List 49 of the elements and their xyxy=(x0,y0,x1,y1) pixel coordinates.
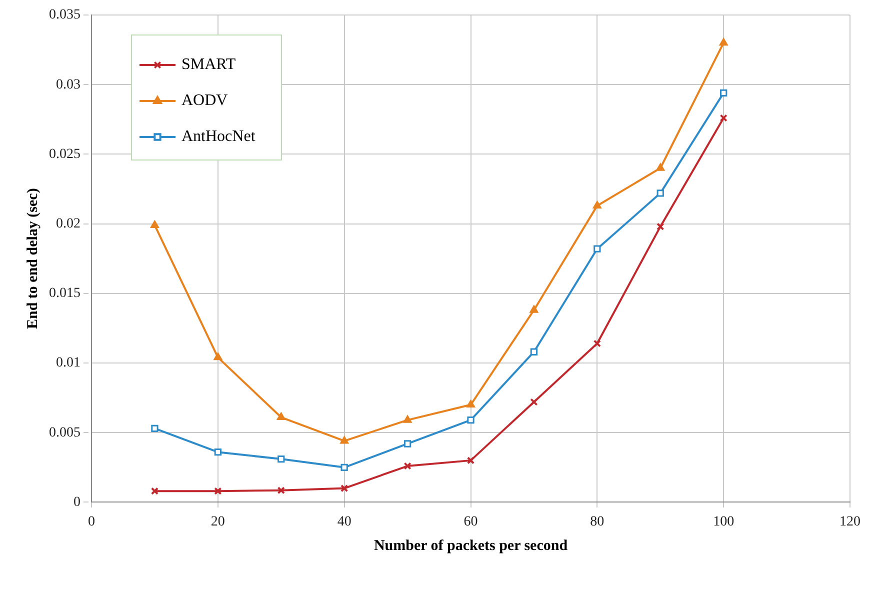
point xyxy=(150,220,159,228)
point xyxy=(214,352,222,360)
x-tick-label: 60 xyxy=(464,514,478,530)
point xyxy=(150,487,159,495)
point xyxy=(278,455,285,463)
point xyxy=(276,412,286,420)
x-tick-label: 0 xyxy=(88,514,95,530)
point xyxy=(530,348,538,356)
point xyxy=(466,400,475,408)
legend-label: AODV xyxy=(182,92,228,110)
y-tick-label: 0.035 xyxy=(49,8,80,23)
point xyxy=(719,38,728,46)
point xyxy=(277,486,285,494)
point xyxy=(151,424,158,432)
y-tick-label: 0.005 xyxy=(49,425,80,440)
x-tick-label: 40 xyxy=(337,514,352,530)
point xyxy=(594,245,601,252)
point xyxy=(340,484,348,492)
point xyxy=(403,415,412,423)
y-tick-label: 0.025 xyxy=(49,146,80,162)
point xyxy=(593,340,601,348)
x-axis-title: Number of packets per second xyxy=(374,538,568,554)
point xyxy=(467,416,474,424)
y-tick-label: 0.01 xyxy=(56,356,80,371)
point xyxy=(656,163,665,171)
point xyxy=(530,398,538,406)
y-tick-label: 0.015 xyxy=(49,286,80,302)
x-tick-label: 100 xyxy=(713,514,734,530)
point xyxy=(404,440,412,448)
y-axis-title: End to end delay (sec) xyxy=(24,188,41,330)
x-tick-label: 20 xyxy=(210,514,225,530)
x-tick-label: 120 xyxy=(840,514,860,530)
legend-label: SMART xyxy=(182,56,236,74)
point xyxy=(340,436,349,444)
y-tick-label: 0.03 xyxy=(56,77,80,92)
point xyxy=(720,89,728,97)
point xyxy=(214,448,222,456)
point xyxy=(404,462,412,470)
point xyxy=(656,222,664,230)
point xyxy=(656,190,664,197)
legend-label: AntHocNet xyxy=(182,128,256,146)
point xyxy=(214,487,222,495)
point xyxy=(466,456,475,464)
y-tick-label: 0 xyxy=(74,494,80,510)
point xyxy=(340,464,348,471)
point xyxy=(530,305,538,313)
x-tick-label: 80 xyxy=(590,514,604,530)
point xyxy=(592,200,602,208)
y-tick-label: 0.02 xyxy=(56,216,80,232)
